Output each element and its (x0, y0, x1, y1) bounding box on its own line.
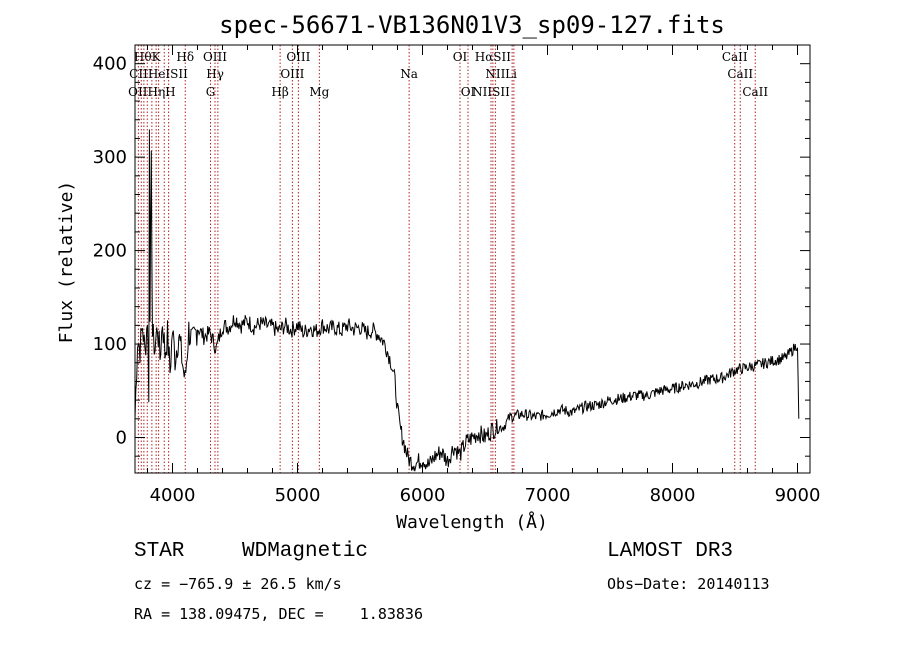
spectrum-line (134, 129, 800, 472)
line-label: OIII (203, 50, 227, 64)
line-label: Mg (309, 85, 329, 99)
line-label: Hβ (271, 85, 288, 99)
y-axis-label: Flux (relative) (56, 181, 77, 344)
x-axis: 4000 5000 6000 7000 8000 9000 (147, 45, 821, 506)
redshift-value: cz = −765.9 ± 26.5 km/s (134, 575, 342, 593)
line-markers (137, 45, 756, 473)
line-label: Na (400, 67, 418, 81)
y-axis: 0 100 200 300 400 (93, 54, 810, 457)
y-tick-label: 400 (93, 54, 127, 75)
line-label: CIIHeISII (129, 67, 188, 81)
x-tick-label: 7000 (525, 485, 571, 506)
x-tick-label: 9000 (775, 485, 821, 506)
obs-date: Obs−Date: 20140113 (607, 575, 770, 593)
x-tick-label: 5000 (275, 485, 321, 506)
line-label: CaII (722, 50, 748, 64)
line-label: NIISII (472, 85, 510, 99)
x-axis-label: Wavelength (Å) (396, 511, 548, 533)
line-labels: HθK Hδ OIII OIII OI HαSII CaII CIIHeISII Hγ OIII N… (128, 50, 768, 99)
x-tick-label: 4000 (150, 485, 196, 506)
line-label: G (206, 85, 216, 99)
line-label: HαSII (475, 50, 512, 64)
plot-frame (134, 44, 811, 474)
object-subclass: WDMagnetic (242, 540, 369, 563)
line-label: CaII (727, 67, 753, 81)
y-tick-label: 200 (93, 241, 127, 262)
y-tick-label: 100 (93, 334, 127, 355)
line-label: Hδ (176, 50, 194, 64)
line-label: Hγ (206, 67, 224, 81)
y-tick-label: 300 (93, 147, 127, 168)
line-label: OIII (286, 50, 310, 64)
chart-title: spec-56671-VB136N01V3_sp09-127.fits (219, 11, 725, 39)
x-tick-label: 6000 (400, 485, 446, 506)
line-label: OI (461, 85, 476, 99)
line-label: HθK (134, 50, 162, 64)
line-label: OIII (280, 67, 304, 81)
object-class: STAR (134, 540, 185, 563)
x-tick-label: 8000 (650, 485, 696, 506)
survey-name: LAMOST DR3 (607, 540, 734, 563)
line-label: Li (505, 67, 517, 81)
line-label: NII (485, 67, 505, 81)
y-tick-label: 0 (116, 427, 127, 448)
line-label: OI (453, 50, 468, 64)
line-label: CaII (742, 85, 768, 99)
line-label: OIIHηH (128, 85, 175, 99)
coordinates: RA = 138.09475, DEC = 1.83836 (134, 605, 423, 623)
